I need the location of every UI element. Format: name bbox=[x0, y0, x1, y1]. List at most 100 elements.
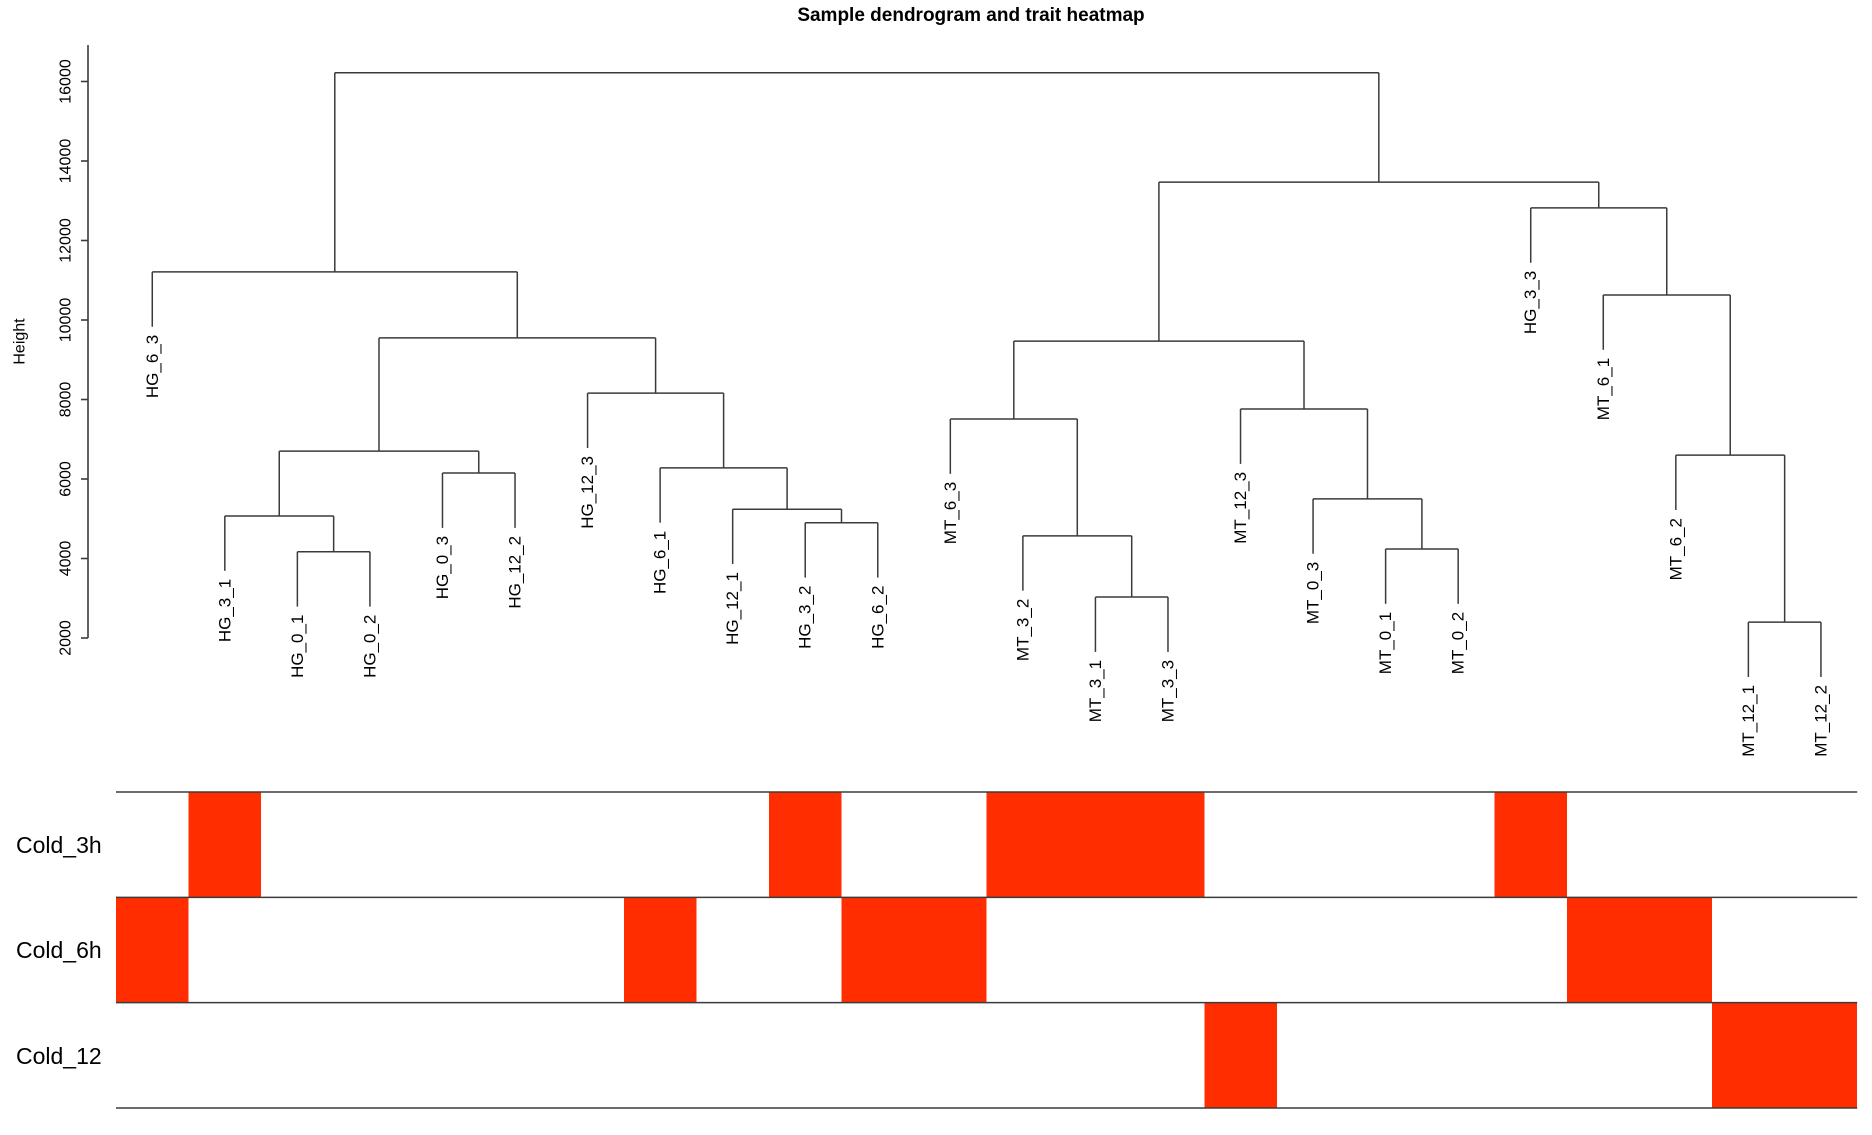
leaf-label: MT_3_1 bbox=[1086, 660, 1105, 722]
heatmap-cell bbox=[1204, 792, 1277, 898]
leaf-label: MT_6_1 bbox=[1594, 358, 1613, 420]
leaf-label: HG_6_1 bbox=[651, 531, 670, 594]
heatmap-cell bbox=[261, 1002, 334, 1108]
leaf-label: MT_6_2 bbox=[1666, 518, 1685, 580]
leaf-label: MT_12_2 bbox=[1811, 685, 1830, 757]
heatmap-cell bbox=[116, 1002, 189, 1108]
heatmap-cell bbox=[841, 897, 915, 1003]
leaf-label: HG_0_2 bbox=[360, 615, 379, 678]
heatmap-cell bbox=[1349, 792, 1422, 898]
heatmap-cell bbox=[406, 897, 479, 1003]
heatmap-cell bbox=[1421, 897, 1495, 1003]
heatmap-cell bbox=[116, 897, 189, 1003]
heatmap-cell bbox=[1421, 792, 1495, 898]
leaf-label: MT_0_1 bbox=[1376, 612, 1395, 674]
trait-row-label-cold-6h: Cold_6h bbox=[16, 937, 102, 963]
heatmap-cell bbox=[1639, 897, 1713, 1003]
heatmap-cell bbox=[188, 897, 262, 1003]
y-tick-label: 16000 bbox=[58, 59, 75, 104]
heatmap-cell bbox=[188, 1002, 262, 1108]
heatmap-cell bbox=[116, 792, 189, 898]
heatmap-cell bbox=[696, 897, 769, 1003]
heatmap-cell bbox=[261, 792, 334, 898]
trait-row-label-cold-3h: Cold_3h bbox=[16, 832, 102, 858]
y-tick-label: 12000 bbox=[58, 218, 75, 263]
heatmap-cell bbox=[1349, 897, 1422, 1003]
heatmap-cell bbox=[1131, 1002, 1205, 1108]
leaf-label: HG_12_1 bbox=[723, 572, 742, 645]
heatmap-cell bbox=[1712, 897, 1785, 1003]
heatmap-cell bbox=[623, 792, 697, 898]
heatmap-cell bbox=[1059, 1002, 1132, 1108]
y-tick-label: 14000 bbox=[58, 139, 75, 184]
leaf-label: MT_6_3 bbox=[941, 482, 960, 544]
heatmap-cell bbox=[1494, 897, 1567, 1003]
heatmap-cell bbox=[914, 897, 987, 1003]
trait-row-label-cold-12: Cold_12 bbox=[16, 1043, 102, 1069]
heatmap-cell bbox=[914, 1002, 987, 1108]
heatmap-cell bbox=[1639, 792, 1713, 898]
heatmap-cell bbox=[841, 1002, 915, 1108]
heatmap-cell bbox=[478, 897, 552, 1003]
leaf-label: HG_3_2 bbox=[796, 586, 815, 649]
heatmap-cell bbox=[1494, 792, 1567, 898]
heatmap-cell bbox=[333, 897, 407, 1003]
y-tick-label: 6000 bbox=[58, 461, 75, 497]
heatmap-cell bbox=[1204, 897, 1277, 1003]
heatmap-cell bbox=[623, 897, 697, 1003]
y-axis-title: Height bbox=[12, 318, 29, 365]
heatmap-cell bbox=[1421, 1002, 1495, 1108]
heatmap-cell bbox=[623, 1002, 697, 1108]
heatmap-cell bbox=[1567, 1002, 1640, 1108]
heatmap-cell bbox=[478, 792, 552, 898]
heatmap-cell bbox=[1567, 897, 1640, 1003]
heatmap-cell bbox=[1784, 792, 1858, 898]
heatmap-cell bbox=[1712, 792, 1785, 898]
heatmap-cell bbox=[1059, 792, 1132, 898]
leaf-label: HG_12_3 bbox=[578, 456, 597, 529]
heatmap-cell bbox=[333, 792, 407, 898]
leaf-label: MT_3_3 bbox=[1158, 660, 1177, 722]
plot-title: Sample dendrogram and trait heatmap bbox=[797, 5, 1145, 26]
heatmap-cell bbox=[478, 1002, 552, 1108]
y-tick-label: 10000 bbox=[58, 298, 75, 343]
y-tick-label: 4000 bbox=[58, 541, 75, 577]
leaf-label: MT_3_2 bbox=[1013, 599, 1032, 661]
leaf-label: MT_12_1 bbox=[1739, 685, 1758, 757]
heatmap-cell bbox=[1204, 1002, 1277, 1108]
heatmap-cell bbox=[768, 1002, 842, 1108]
leaf-label: HG_3_3 bbox=[1521, 271, 1540, 334]
heatmap-cell bbox=[1494, 1002, 1567, 1108]
leaf-label: HG_6_3 bbox=[143, 335, 162, 398]
heatmap-cell bbox=[986, 897, 1060, 1003]
heatmap-cell bbox=[1131, 792, 1205, 898]
heatmap-cell bbox=[1639, 1002, 1713, 1108]
heatmap-cell bbox=[406, 1002, 479, 1108]
heatmap-cell bbox=[1276, 1002, 1350, 1108]
heatmap-cell bbox=[986, 792, 1060, 898]
heatmap-cell bbox=[696, 792, 769, 898]
heatmap-cell bbox=[1784, 1002, 1858, 1108]
heatmap-cell bbox=[1131, 897, 1205, 1003]
leaf-label: MT_12_3 bbox=[1231, 472, 1250, 544]
leaf-label: HG_0_3 bbox=[433, 536, 452, 599]
heatmap-cell bbox=[551, 792, 624, 898]
heatmap-cell bbox=[986, 1002, 1060, 1108]
leaf-label: HG_6_2 bbox=[868, 586, 887, 649]
leaf-label: HG_12_2 bbox=[506, 536, 525, 609]
heatmap-cell bbox=[768, 897, 842, 1003]
heatmap-cell bbox=[551, 897, 624, 1003]
y-tick-label: 2000 bbox=[58, 620, 75, 656]
heatmap-cell bbox=[406, 792, 479, 898]
heatmap-cell bbox=[914, 792, 987, 898]
heatmap-cell bbox=[1276, 792, 1350, 898]
heatmap-cell bbox=[1059, 897, 1132, 1003]
leaf-label: MT_0_2 bbox=[1449, 612, 1468, 674]
heatmap-cell bbox=[1567, 792, 1640, 898]
heatmap-cell bbox=[696, 1002, 769, 1108]
heatmap-cell bbox=[768, 792, 842, 898]
heatmap-cell bbox=[1349, 1002, 1422, 1108]
leaf-label: MT_0_3 bbox=[1304, 562, 1323, 624]
